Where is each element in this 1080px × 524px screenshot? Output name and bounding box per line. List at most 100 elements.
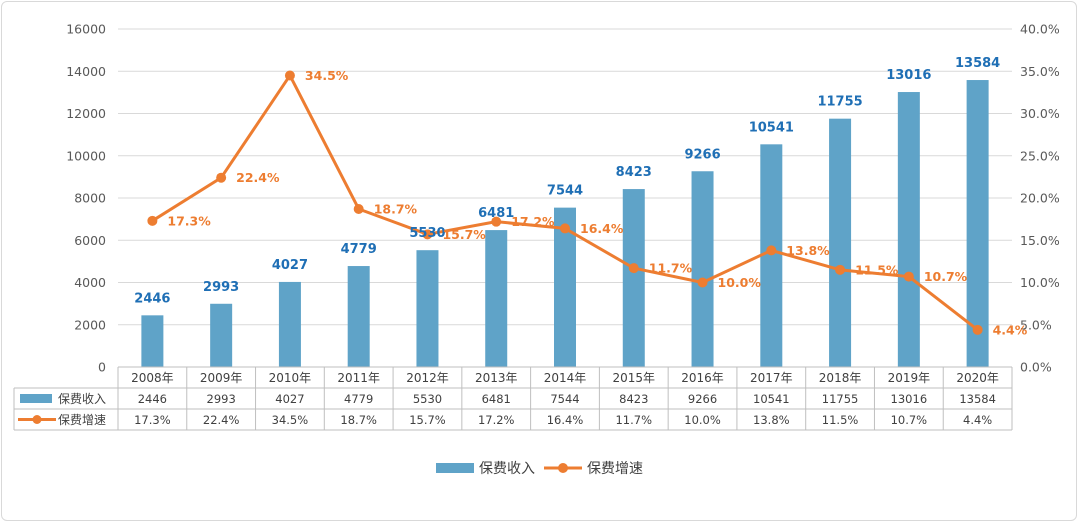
right-axis-tick-label: 35.0% xyxy=(1020,64,1060,79)
category-label: 2013年 xyxy=(475,371,518,385)
left-axis-tick-label: 2000 xyxy=(74,317,106,332)
bar-data-label: 10541 xyxy=(749,120,794,135)
category-label: 2016年 xyxy=(681,371,724,385)
bar xyxy=(897,92,920,368)
line-data-label: 10.7% xyxy=(924,269,968,284)
line-data-label: 13.8% xyxy=(786,243,830,258)
line-data-label: 17.3% xyxy=(167,213,211,228)
bar xyxy=(760,144,783,367)
bar xyxy=(416,250,439,367)
line-point xyxy=(697,277,708,288)
bar-data-label: 2446 xyxy=(134,291,170,306)
bar xyxy=(966,80,989,368)
category-label: 2020年 xyxy=(956,371,999,385)
table-cell-growth: 17.3% xyxy=(134,413,171,427)
bar-data-label: 9266 xyxy=(684,147,720,162)
line-point xyxy=(766,245,777,256)
bar xyxy=(691,171,714,367)
bar-data-label: 13584 xyxy=(955,56,1000,71)
left-axis-tick-label: 16000 xyxy=(66,22,106,37)
table-cell-revenue: 4027 xyxy=(275,392,304,406)
table-cell-growth: 11.5% xyxy=(822,413,859,427)
line-data-label: 34.5% xyxy=(305,68,349,83)
left-axis-tick-label: 8000 xyxy=(74,191,106,206)
line-point xyxy=(284,70,295,81)
table-cell-growth: 11.7% xyxy=(615,413,652,427)
category-label: 2017年 xyxy=(750,371,793,385)
line-data-label: 22.4% xyxy=(236,170,280,185)
table-cell-growth: 16.4% xyxy=(547,413,584,427)
line-point xyxy=(628,263,639,274)
right-axis-tick-label: 15.0% xyxy=(1020,233,1060,248)
table-cell-growth: 22.4% xyxy=(203,413,240,427)
right-axis-tick-label: 25.0% xyxy=(1020,148,1060,163)
line-point xyxy=(147,215,158,226)
bar-data-label: 7544 xyxy=(547,184,583,199)
bar-data-label: 5530 xyxy=(409,226,445,241)
table-row-label-growth: 保费增速 xyxy=(58,413,106,427)
line-data-label: 17.2% xyxy=(511,214,555,229)
table-cell-growth: 13.8% xyxy=(753,413,790,427)
line-data-label: 10.0% xyxy=(718,275,762,290)
table-cell-growth: 15.7% xyxy=(409,413,446,427)
category-label: 2018年 xyxy=(819,371,862,385)
right-axis-tick-label: 30.0% xyxy=(1020,106,1060,121)
table-cell-revenue: 10541 xyxy=(753,392,790,406)
left-axis-tick-label: 14000 xyxy=(66,64,106,79)
left-axis-tick-label: 12000 xyxy=(66,106,106,121)
table-key-bar xyxy=(20,394,52,403)
table-cell-revenue: 7544 xyxy=(550,392,579,406)
left-axis-tick-label: 6000 xyxy=(74,233,106,248)
line-point xyxy=(903,271,914,282)
category-label: 2019年 xyxy=(888,371,931,385)
left-axis-tick-label: 10000 xyxy=(66,148,106,163)
table-cell-revenue: 4779 xyxy=(344,392,373,406)
line-data-label: 4.4% xyxy=(993,322,1028,337)
table-cell-growth: 34.5% xyxy=(272,413,309,427)
table-cell-revenue: 11755 xyxy=(822,392,859,406)
table-cell-growth: 10.0% xyxy=(684,413,721,427)
category-label: 2015年 xyxy=(612,371,655,385)
right-axis-tick-label: 10.0% xyxy=(1020,275,1060,290)
bar-data-label: 4027 xyxy=(272,258,308,273)
line-data-label: 11.7% xyxy=(649,261,693,276)
bar xyxy=(622,189,645,367)
bar-data-label: 4779 xyxy=(341,242,377,257)
right-axis-tick-label: 20.0% xyxy=(1020,191,1060,206)
category-label: 2011年 xyxy=(337,371,380,385)
table-cell-growth: 18.7% xyxy=(340,413,377,427)
table-cell-growth: 10.7% xyxy=(891,413,928,427)
table-cell-revenue: 13016 xyxy=(891,392,928,406)
bar-data-label: 13016 xyxy=(886,68,931,83)
table-cell-revenue: 2446 xyxy=(138,392,167,406)
category-label: 2014年 xyxy=(544,371,587,385)
table-row-label-revenue: 保费收入 xyxy=(58,392,106,406)
bar-data-label: 2993 xyxy=(203,280,239,295)
table-cell-growth: 17.2% xyxy=(478,413,515,427)
legend-label-growth: 保费增速 xyxy=(587,461,643,477)
bar xyxy=(210,303,233,367)
line-data-label: 11.5% xyxy=(855,262,899,277)
table-cell-revenue: 13584 xyxy=(959,392,996,406)
table-cell-revenue: 5530 xyxy=(413,392,442,406)
line-point xyxy=(560,223,570,234)
left-axis-tick-label: 4000 xyxy=(74,275,106,290)
category-label: 2009年 xyxy=(200,371,243,385)
legend-key-marker xyxy=(558,463,568,473)
bar xyxy=(141,315,164,367)
line-data-label: 16.4% xyxy=(580,221,624,236)
line-point xyxy=(491,216,502,227)
line-data-label: 15.7% xyxy=(442,227,486,242)
bar xyxy=(278,281,301,367)
bar xyxy=(347,266,370,367)
table-cell-revenue: 6481 xyxy=(482,392,511,406)
line-point xyxy=(972,324,983,335)
right-axis-tick-label: 5.0% xyxy=(1020,317,1052,332)
line-point xyxy=(353,203,364,214)
right-axis-tick-label: 0.0% xyxy=(1020,360,1052,375)
bar xyxy=(829,118,852,367)
table-key-marker xyxy=(32,415,42,424)
line-point xyxy=(835,264,846,275)
